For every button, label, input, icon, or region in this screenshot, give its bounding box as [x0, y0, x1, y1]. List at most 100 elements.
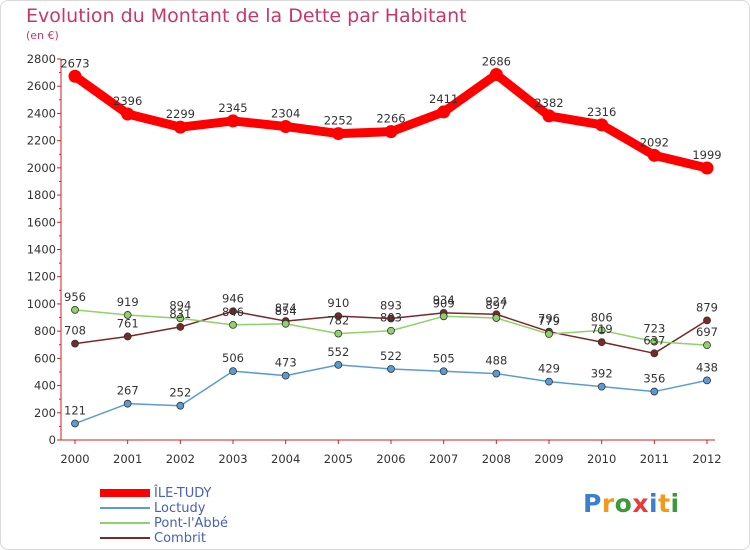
data-label: 782 — [327, 314, 349, 328]
data-label: 909 — [433, 296, 455, 310]
x-tick-label: 2009 — [534, 452, 563, 466]
legend-swatch — [100, 507, 150, 509]
data-point — [173, 120, 187, 134]
data-label: 806 — [591, 310, 613, 324]
data-label: 506 — [222, 351, 244, 365]
data-point — [647, 148, 661, 162]
data-point — [229, 320, 237, 329]
x-tick-label: 2010 — [587, 452, 616, 466]
legend-label: Combrit — [154, 531, 206, 546]
y-tick-label: 400 — [34, 379, 56, 393]
x-tick-label: 2005 — [324, 452, 353, 466]
data-label: 893 — [380, 298, 402, 312]
x-tick-label: 2002 — [166, 452, 195, 466]
data-label: 874 — [275, 301, 297, 315]
proxiti-logo: Proxiti — [583, 489, 680, 518]
y-tick-label: 800 — [34, 324, 56, 338]
data-point — [387, 314, 395, 323]
data-label: 894 — [169, 298, 191, 312]
legend-swatch — [100, 522, 150, 524]
data-point — [226, 114, 240, 128]
data-label: 854 — [275, 304, 297, 318]
data-label: 846 — [222, 305, 244, 319]
data-point — [597, 326, 606, 335]
data-label: 392 — [591, 367, 613, 381]
data-label: 946 — [222, 291, 244, 305]
legend-label: Loctudy — [154, 501, 206, 516]
chart-title: Evolution du Montant de la Dette par Hab… — [26, 5, 467, 27]
y-tick-label: 200 — [34, 406, 56, 420]
data-point — [176, 401, 185, 410]
x-tick-label: 2006 — [376, 452, 405, 466]
data-point — [71, 306, 79, 314]
data-point — [121, 107, 135, 121]
data-label: 919 — [117, 295, 139, 309]
data-label: 761 — [117, 316, 139, 330]
data-point — [281, 371, 290, 380]
legend-swatch — [100, 489, 150, 497]
data-point — [176, 314, 185, 323]
data-label: 2673 — [60, 56, 89, 70]
logo-letter: P — [583, 489, 602, 518]
data-label: 267 — [117, 384, 139, 398]
y-tick-label: 2400 — [27, 106, 56, 120]
legend-label: ÎLE-TUDY — [154, 486, 212, 501]
y-tick-label: 2800 — [27, 52, 56, 66]
data-label: 796 — [538, 312, 560, 326]
data-label: 1999 — [692, 148, 721, 162]
data-label: 505 — [433, 351, 455, 365]
data-point — [650, 349, 659, 358]
data-point — [334, 329, 343, 338]
data-point — [545, 377, 553, 386]
x-tick-label: 2012 — [692, 452, 721, 466]
y-tick-label: 2600 — [27, 79, 56, 93]
logo-letter: i — [649, 489, 659, 518]
axes: 0 200 400 600 800 1000 1200 1400 1600 1800 2000 220… — [27, 52, 722, 466]
data-label: 934 — [433, 293, 455, 307]
x-tick-label: 2000 — [60, 452, 89, 466]
y-tick-label: 1800 — [27, 188, 56, 202]
legend-label: Pont-l'Abbé — [154, 516, 228, 531]
y-tick-label: 1600 — [27, 215, 56, 229]
y-tick-label: 2000 — [27, 161, 56, 175]
data-point — [331, 127, 345, 141]
x-tick-label: 2008 — [482, 452, 511, 466]
data-label: 438 — [696, 360, 718, 374]
data-point — [650, 337, 659, 346]
y-tick-label: 1400 — [27, 243, 56, 257]
x-tick-label: 2011 — [640, 452, 669, 466]
data-point — [281, 319, 290, 328]
chart-unit-label: (en €) — [26, 29, 59, 42]
data-label: 831 — [169, 307, 191, 321]
data-point — [545, 330, 553, 338]
data-label: 779 — [538, 314, 560, 328]
logo-letter: x — [632, 489, 649, 518]
data-point — [123, 399, 132, 408]
data-label: 2299 — [166, 107, 195, 121]
data-point — [439, 312, 448, 321]
data-point — [439, 367, 448, 376]
data-point — [123, 332, 132, 341]
data-point — [334, 312, 343, 321]
data-label: 429 — [538, 362, 560, 376]
data-point — [71, 339, 79, 348]
data-point — [703, 376, 711, 385]
data-point — [703, 316, 711, 325]
data-point — [492, 314, 501, 322]
series-points — [68, 68, 714, 428]
data-point — [492, 369, 501, 378]
legend-swatch — [100, 537, 150, 539]
data-label: 552 — [327, 345, 349, 359]
data-label: 2316 — [587, 105, 616, 119]
data-label: 488 — [485, 354, 507, 368]
data-point — [437, 105, 451, 119]
data-point — [489, 68, 503, 82]
data-label: 879 — [696, 300, 718, 314]
y-tick-label: 1000 — [27, 297, 56, 311]
y-tick-label: 2200 — [27, 134, 56, 148]
logo-letter: o — [614, 489, 633, 518]
data-label: 708 — [64, 324, 86, 338]
data-label: 2304 — [271, 106, 300, 120]
data-point — [595, 118, 609, 132]
data-label: 2252 — [324, 114, 353, 128]
